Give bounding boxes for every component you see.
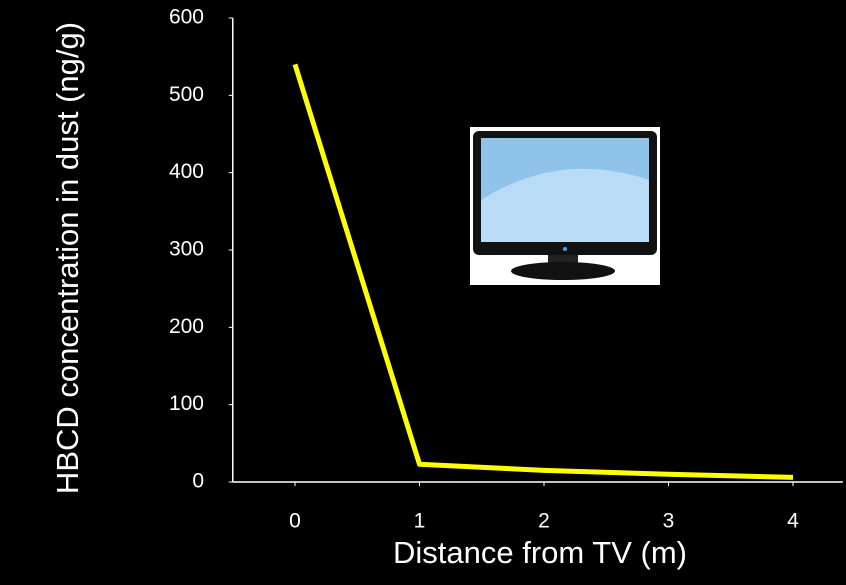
x-axis-label: Distance from TV (m) bbox=[393, 535, 687, 570]
x-tick-label: 1 bbox=[414, 510, 426, 533]
y-axis-label: HBCD concentration in dust (ng/g) bbox=[50, 18, 86, 498]
y-tick-label: 500 bbox=[169, 83, 204, 106]
y-tick-label: 300 bbox=[169, 238, 204, 261]
chart: Distance from TV (m) 0 100 200 300 400 500 600… bbox=[0, 0, 846, 585]
tv-icon bbox=[470, 127, 660, 285]
y-tick-label: 600 bbox=[169, 6, 204, 29]
y-tick-label: 200 bbox=[169, 315, 204, 338]
x-tick-label: 2 bbox=[538, 510, 550, 533]
x-tick-label: 4 bbox=[787, 510, 799, 533]
page: Distance from TV (m) 0 100 200 300 400 500 600… bbox=[0, 0, 846, 585]
x-tick-label: 3 bbox=[663, 510, 675, 533]
y-tick-label: 100 bbox=[169, 392, 204, 415]
y-tick-label: 0 bbox=[192, 470, 204, 493]
y-tick-label: 400 bbox=[169, 160, 204, 183]
x-tick-label: 0 bbox=[289, 510, 301, 533]
